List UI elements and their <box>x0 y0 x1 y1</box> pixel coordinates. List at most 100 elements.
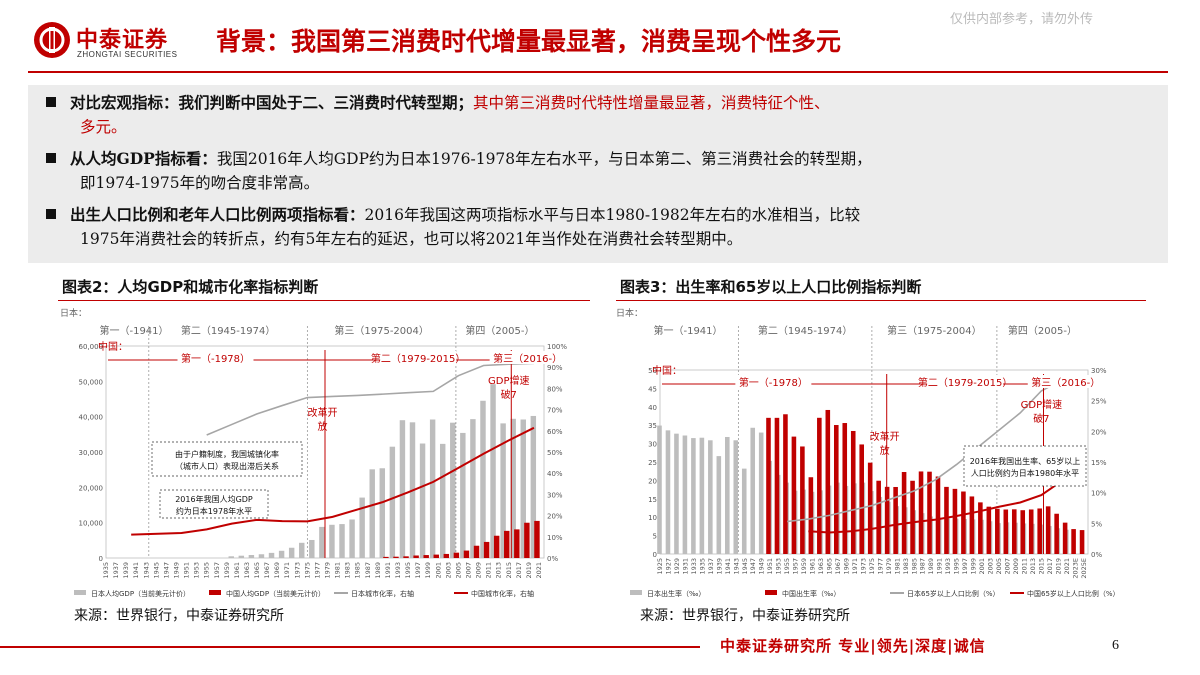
x-tick-label: 2011 <box>485 562 493 579</box>
bar-china <box>393 556 399 558</box>
legend-label: 中国人均GDP（当前美元计价） <box>226 589 325 598</box>
x-tick-label: 1929 <box>673 558 681 575</box>
x-tick-label: 2015 <box>1037 558 1045 575</box>
bar-china <box>901 472 907 554</box>
x-tick-label: 1997 <box>961 558 969 575</box>
bar-china <box>453 552 460 558</box>
bullet-bold-text: 从人均GDP指标看： <box>70 149 217 168</box>
x-tick-label: 1963 <box>243 562 251 579</box>
bar-china <box>850 430 856 554</box>
bar-japan <box>750 427 756 554</box>
bar-japan <box>490 384 496 558</box>
japan-era-label: 第四（2005-） <box>1008 324 1077 337</box>
bullet-square-icon <box>46 209 56 219</box>
annotation-reform: 放 <box>317 420 327 433</box>
x-tick-label: 1949 <box>758 558 766 575</box>
x-tick-label: 1949 <box>172 562 180 579</box>
bar-china <box>952 488 958 554</box>
x-tick-label: 1931 <box>681 558 689 575</box>
bar-china <box>995 508 1000 554</box>
annotation-gdp7: 破7 <box>501 388 517 401</box>
y-right-tick-label: 30% <box>1091 367 1107 375</box>
x-tick-label: 1989 <box>374 562 382 579</box>
bar-china <box>969 496 975 554</box>
x-tick-label: 1971 <box>283 562 291 579</box>
annotation-text: 由于户籍制度，我国城镇化率 <box>175 449 279 459</box>
y-right-tick-label: 30% <box>547 491 563 499</box>
chart-right-underline <box>616 300 1146 301</box>
annotation-reform: 改革开 <box>870 430 900 443</box>
bar-japan <box>439 443 446 558</box>
bullet-continuation: 1975年消费社会的转折点，约有5年左右的延迟，也可以将2021年当作处在消费社… <box>80 230 743 248</box>
bar-china <box>825 409 831 554</box>
japan-era-label: 第一（-1941） <box>653 324 722 337</box>
chart-birthrate-aging: 日本： 第一（-1941） 第二（1945-1974） 第三（1975-2004） 第四… <box>616 307 1120 598</box>
chart-left-title: 图表2：人均GDP和城市化率指标判断 <box>62 278 319 296</box>
company-logo: 中泰证券 ZHONGTAI SECURITIES <box>28 18 208 66</box>
bar-china <box>876 480 881 554</box>
bar-japan <box>379 468 386 558</box>
bar-japan <box>389 446 396 558</box>
x-tick-label: 2021 <box>535 562 543 579</box>
annotation-text: （城市人口）表现出滞后关系 <box>175 461 279 471</box>
bar-japan <box>500 423 506 558</box>
bar-china <box>918 471 924 554</box>
y-left-tick-label: 5 <box>653 533 657 541</box>
bar-china <box>867 462 873 554</box>
bar-china <box>766 417 771 554</box>
japan-era-label: 第一（-1941） <box>99 324 168 337</box>
x-tick-label: 1963 <box>817 558 825 575</box>
japan-era-label: 第二（1945-1974） <box>758 324 853 337</box>
y-left-tick-label: 45 <box>648 385 657 393</box>
x-tick-label: 1973 <box>859 558 867 575</box>
bullet-square-icon <box>46 97 56 107</box>
bar-japan <box>339 524 345 558</box>
y-left-tick-label: 20 <box>648 477 657 485</box>
bar-japan <box>470 419 476 558</box>
bar-china <box>978 502 983 554</box>
bar-japan <box>460 432 466 558</box>
y-left-tick-label: 30 <box>648 441 657 449</box>
x-tick-label: 1945 <box>741 558 749 575</box>
y-left-tick-label: 35 <box>648 422 657 430</box>
header-divider <box>28 71 1168 73</box>
x-tick-label: 1989 <box>927 558 935 575</box>
bar-china <box>1054 513 1059 554</box>
x-tick-label: 1987 <box>364 562 372 579</box>
legend-swatch <box>630 590 642 595</box>
annotation-text: 2016年我国人均GDP <box>175 494 253 504</box>
x-tick-label: 1985 <box>354 562 362 579</box>
x-tick-label: 1961 <box>809 558 817 575</box>
page-number: 6 <box>1112 638 1119 653</box>
x-tick-label: 1951 <box>183 562 191 579</box>
bullet-item: 对比宏观指标：我们判断中国处于二、三消费时代转型期；其中第三消费时代特性增量最显… <box>46 91 1161 139</box>
y-left-tick-label: 60,000 <box>79 343 104 351</box>
bar-china <box>514 529 520 558</box>
y-left-tick-label: 0 <box>99 555 103 563</box>
bar-china <box>403 556 409 558</box>
x-tick-label: 2001 <box>978 558 986 575</box>
line-china <box>808 479 1064 534</box>
bar-japan <box>450 422 456 558</box>
china-label: 中国： <box>98 340 128 353</box>
bar-china <box>504 530 510 558</box>
summary-panel: 对比宏观指标：我们判断中国处于二、三消费时代转型期；其中第三消费时代特性增量最显… <box>28 85 1168 263</box>
bar-china <box>961 491 966 554</box>
bar-japan <box>278 550 285 558</box>
bar-china <box>893 486 898 554</box>
x-tick-label: 2009 <box>1012 558 1020 575</box>
bar-japan <box>419 443 426 558</box>
bullet-continuation: 即1974-1975年的吻合度非常高。 <box>80 174 320 192</box>
x-tick-label: 1951 <box>766 558 774 575</box>
bar-china <box>413 555 419 558</box>
x-tick-label: 1975 <box>303 562 311 579</box>
annotation-text: 人口比例约为日本1980年水平 <box>971 468 1079 478</box>
bar-japan <box>238 555 245 558</box>
china-era-label-bg <box>177 351 254 364</box>
logo-en-text: ZHONGTAI SECURITIES <box>77 50 178 59</box>
legend-label: 中国出生率（‰） <box>782 589 840 598</box>
annotation-text: 2016年我国出生率、65岁以上 <box>970 456 1081 466</box>
bar-japan <box>288 547 295 558</box>
x-tick-label: 1953 <box>193 562 201 579</box>
bar-china <box>833 425 839 554</box>
